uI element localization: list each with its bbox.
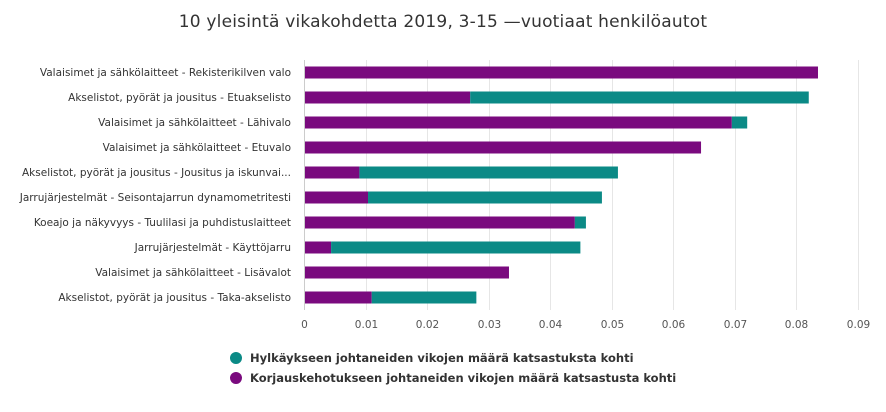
legend-item-rejection[interactable]: Hylkäykseen johtaneiden vikojen määrä ka… [230,348,676,368]
legend-label-repair: Korjauskehotukseen johtaneiden vikojen m… [250,371,677,385]
bars [304,60,818,310]
bar-rejection[interactable] [731,116,748,129]
bar-repair[interactable] [304,91,471,104]
bar-repair[interactable] [304,166,360,179]
category-label: Akselistot, pyörät ja jousitus - Jousitu… [22,167,291,179]
bar-rejection[interactable] [331,241,581,254]
bar-rejection[interactable] [371,291,477,304]
bar-repair[interactable] [304,191,369,204]
bar-rejection[interactable] [359,166,618,179]
bar-repair[interactable] [304,116,732,129]
bar-repair[interactable] [304,241,332,254]
x-tick-label: 0.01 [355,319,378,331]
x-tick-label: 0.08 [785,319,808,331]
x-axis-ticks: 0 0.01 0.02 0.03 0.04 0.05 0.06 0.07 0.08 0.09 [301,319,870,331]
legend: Hylkäykseen johtaneiden vikojen määrä ka… [230,348,676,388]
bar-repair[interactable] [304,141,702,154]
x-tick-label: 0.09 [847,319,870,331]
bar-repair[interactable] [304,216,575,229]
category-label: Koeajo ja näkyvyys - Tuulilasi ja puhdis… [34,217,291,229]
bar-repair[interactable] [304,291,372,304]
category-labels: Valaisimet ja sähkölaitteet - Rekisterik… [19,67,291,304]
category-label: Valaisimet ja sähkölaitteet - Lisävalot [95,267,291,279]
category-label: Valaisimet ja sähkölaitteet - Etuvalo [103,142,291,154]
x-tick-label: 0.06 [662,319,686,331]
legend-swatch-rejection-icon [230,352,242,364]
bar-rejection[interactable] [368,191,602,204]
legend-swatch-repair-icon [230,372,242,384]
category-label: Jarrujärjestelmät - Käyttöjarru [134,242,291,254]
bar-repair[interactable] [304,66,818,79]
chart-title: 10 yleisintä vikakohdetta 2019, 3-15 —vu… [178,12,708,32]
category-label: Akselistot, pyörät ja jousitus - Taka-ak… [58,292,291,304]
category-label: Jarrujärjestelmät - Seisontajarrun dynam… [19,192,291,204]
x-tick-label: 0 [301,319,308,331]
x-tick-label: 0.02 [416,319,439,331]
category-label: Valaisimet ja sähkölaitteet - Rekisterik… [40,67,291,79]
category-label: Akselistot, pyörät ja jousitus - Etuakse… [68,92,291,104]
legend-label-rejection: Hylkäykseen johtaneiden vikojen määrä ka… [250,351,634,365]
x-tick-label: 0.05 [601,319,624,331]
category-label: Valaisimet ja sähkölaitteet - Lähivalo [98,117,291,129]
bar-repair[interactable] [304,266,509,279]
x-tick-label: 0.03 [478,319,501,331]
x-tick-label: 0.04 [539,319,563,331]
legend-item-repair[interactable]: Korjauskehotukseen johtaneiden vikojen m… [230,368,676,388]
x-tick-label: 0.07 [724,319,747,331]
bar-rejection[interactable] [574,216,586,229]
bar-rejection[interactable] [470,91,809,104]
